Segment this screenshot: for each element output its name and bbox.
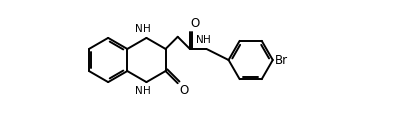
Text: N: N bbox=[135, 86, 143, 96]
Text: O: O bbox=[191, 17, 200, 30]
Text: Br: Br bbox=[275, 54, 288, 66]
Text: O: O bbox=[179, 84, 189, 97]
Text: N: N bbox=[196, 35, 204, 45]
Text: H: H bbox=[142, 86, 150, 96]
Text: H: H bbox=[142, 24, 150, 34]
Text: N: N bbox=[135, 24, 143, 34]
Text: H: H bbox=[203, 35, 211, 45]
